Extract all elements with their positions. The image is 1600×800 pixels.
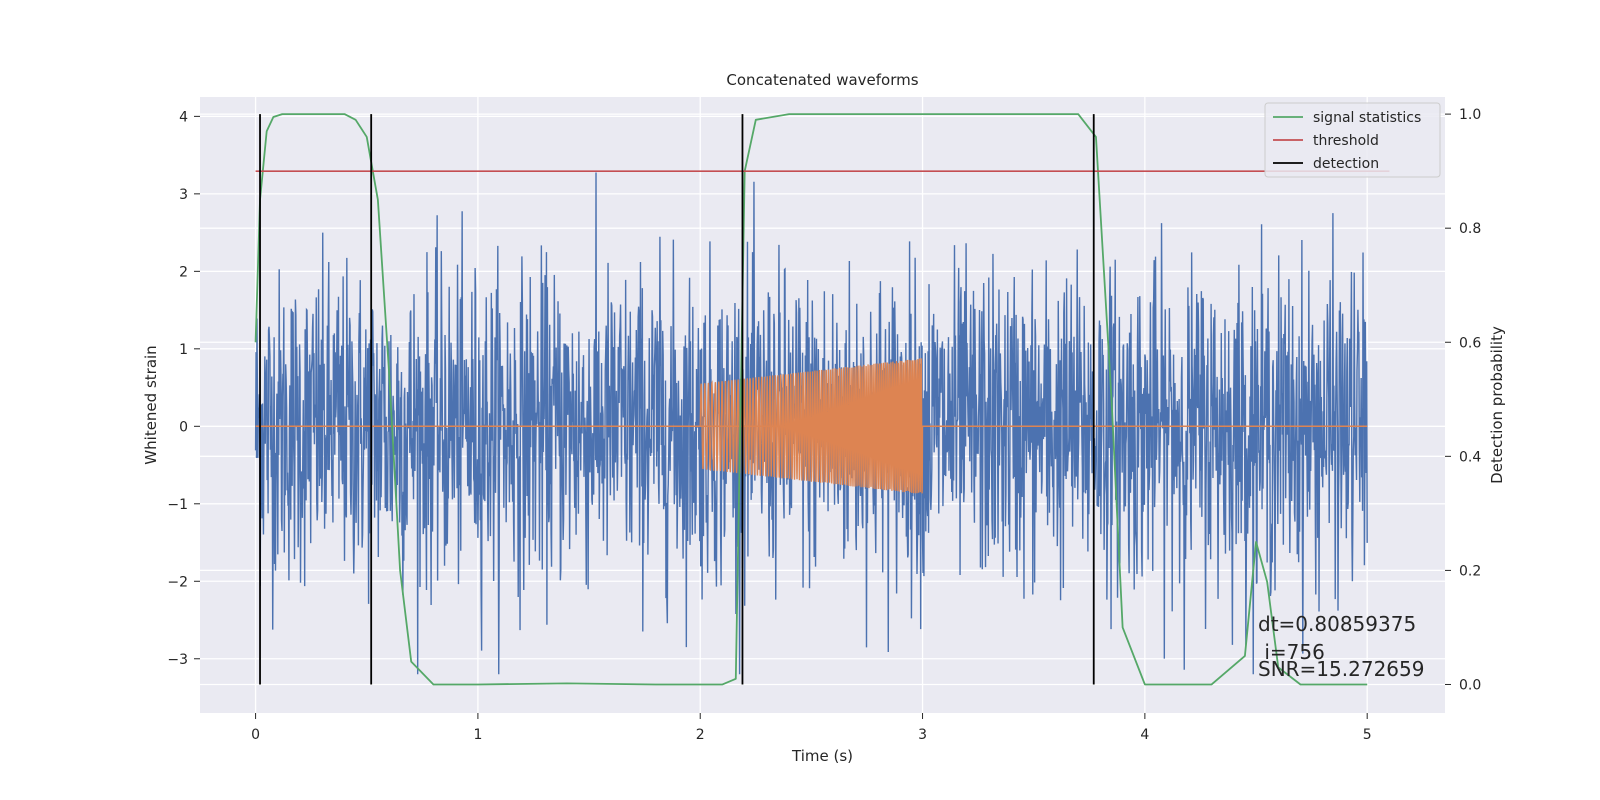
y2-tick-label: 0.4	[1459, 449, 1481, 465]
y-tick-label: −3	[167, 652, 188, 668]
legend-label-threshold: threshold	[1313, 133, 1379, 149]
series-template	[255, 358, 1368, 494]
chart-title: Concatenated waveforms	[726, 71, 918, 89]
y2-tick-label: 0.2	[1459, 563, 1481, 579]
template-chirp	[699, 358, 924, 494]
series-signal-statistics	[254, 113, 1368, 686]
y-tick-label: −2	[167, 574, 188, 590]
x-tick-label: 1	[473, 727, 482, 743]
series-detection	[259, 114, 1095, 685]
y-tick-label: −1	[167, 497, 188, 513]
y2-tick-label: 1.0	[1459, 107, 1481, 123]
y-tick-label: 2	[179, 264, 188, 280]
annotation-index: i=756	[1258, 640, 1325, 664]
y-axis-left: −3 −2 −1 0 1 2 3 4	[167, 109, 200, 668]
y-tick-label: 0	[179, 419, 188, 435]
signal-statistics-line	[254, 113, 1368, 686]
x-tick-label: 0	[251, 727, 260, 743]
annotation-dt: dt=0.80859375	[1258, 612, 1416, 636]
y-tick-label: 4	[179, 109, 188, 125]
annotation-snr: SNR=15.272659	[1258, 657, 1424, 681]
y2-tick-label: 0.0	[1459, 677, 1481, 693]
y2-tick-label: 0.8	[1459, 221, 1481, 237]
x-tick-label: 3	[918, 727, 927, 743]
y2-tick-label: 0.6	[1459, 335, 1481, 351]
x-axis: 0 1 2 3 4 5	[251, 713, 1372, 743]
legend: signal statistics threshold detection	[1264, 102, 1441, 178]
legend-label-signal-statistics: signal statistics	[1313, 110, 1421, 126]
y-axis-label: Whitened strain	[142, 345, 160, 464]
x-axis-label: Time (s)	[791, 747, 853, 765]
y-tick-label: 3	[179, 187, 188, 203]
x-tick-label: 5	[1363, 727, 1372, 743]
legend-label-detection: detection	[1313, 156, 1379, 172]
y-tick-label: 1	[179, 342, 188, 358]
legend-box	[1264, 102, 1441, 178]
x-tick-label: 4	[1140, 727, 1149, 743]
y-axis-right: 0.0 0.2 0.4 0.6 0.8 1.0	[1445, 107, 1481, 693]
y2-axis-label: Detection probability	[1488, 326, 1506, 484]
x-tick-label: 2	[696, 727, 705, 743]
